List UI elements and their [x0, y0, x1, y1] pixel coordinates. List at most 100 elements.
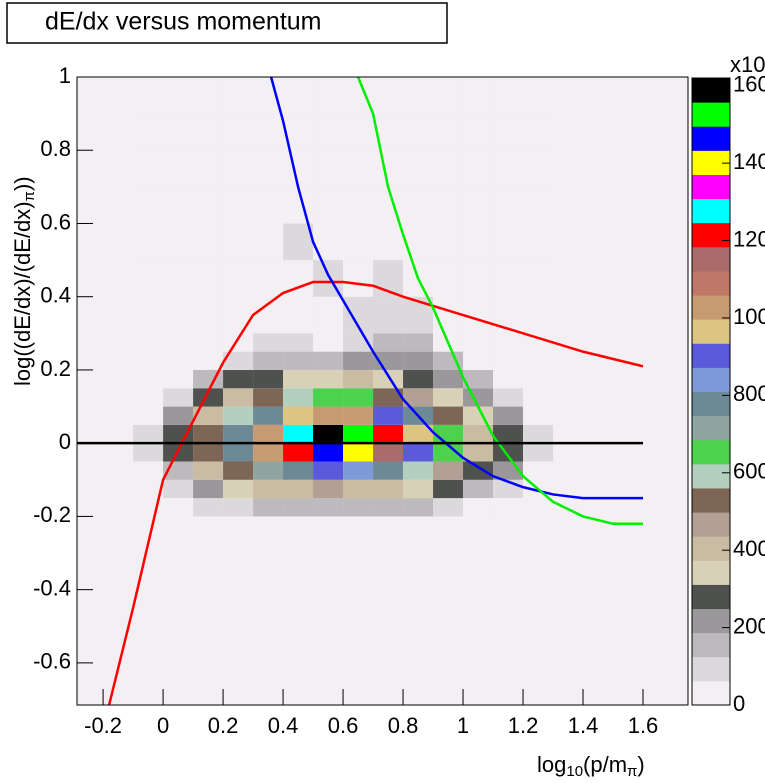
heat-cell — [493, 150, 524, 187]
y-tick-label: -0.2 — [33, 502, 71, 527]
heat-cell — [493, 113, 524, 151]
heat-cell — [193, 443, 224, 462]
y-tick-label: 0.8 — [40, 136, 71, 161]
x-tick-label: 0.6 — [328, 713, 359, 738]
heat-cell — [343, 388, 374, 407]
heat-cell — [463, 223, 494, 261]
color-bar-segment — [692, 560, 730, 585]
heat-cell — [373, 461, 404, 480]
plot-frame — [76, 76, 689, 706]
heat-cell — [133, 388, 164, 407]
heat-cell — [253, 77, 284, 114]
heat-cell — [313, 406, 344, 425]
heat-cell — [433, 351, 464, 370]
heat-cell — [253, 461, 284, 480]
color-bar-segment — [692, 126, 730, 151]
heat-cell — [403, 223, 434, 261]
heat-cell — [163, 406, 194, 425]
heat-cell — [133, 443, 164, 462]
title-box — [6, 2, 448, 44]
heat-cell — [253, 186, 284, 224]
heat-cell — [343, 443, 374, 462]
heat-cell — [493, 351, 524, 370]
heat-cell — [343, 223, 374, 261]
heat-cell — [133, 406, 164, 425]
heat-cell — [313, 150, 344, 187]
heat-cell — [403, 443, 434, 462]
heat-cell — [403, 369, 434, 389]
heat-cell — [313, 77, 344, 114]
heat-cell — [253, 150, 284, 187]
heat-cell — [433, 369, 464, 389]
color-bar-frame — [691, 77, 731, 706]
heat-cell — [283, 77, 314, 114]
heat-cell — [433, 260, 464, 297]
heat-cell — [223, 223, 254, 261]
heat-cell — [253, 388, 284, 407]
heat-cell — [373, 406, 404, 425]
heat-cell — [133, 223, 164, 261]
y-tick-label: -0.6 — [33, 649, 71, 674]
heat-cell — [373, 479, 404, 499]
x-label-tail: ) — [637, 752, 644, 777]
heat-cell — [403, 333, 434, 352]
heat-cell — [223, 150, 254, 187]
heat-cell — [163, 369, 194, 389]
heat-cell — [343, 186, 374, 224]
heat-cell — [283, 461, 314, 480]
color-bar-segment — [692, 246, 730, 272]
color-bar-segment — [692, 608, 730, 634]
heat-cell — [163, 260, 194, 297]
y-tick-label: 1 — [59, 63, 71, 88]
heat-cell — [373, 77, 404, 114]
heat-cell — [163, 296, 194, 334]
heat-cell — [313, 333, 344, 352]
heat-cell — [403, 296, 434, 334]
heat-cell — [523, 443, 554, 462]
y-tick-label: 0 — [59, 429, 71, 454]
x-tick-label: 0.2 — [208, 713, 239, 738]
chart-title: dE/dx versus momentum — [45, 8, 322, 36]
heat-cell — [433, 406, 464, 425]
heat-cell — [463, 260, 494, 297]
heat-cell — [433, 388, 464, 407]
heat-cell — [523, 77, 554, 114]
heat-cell — [373, 388, 404, 407]
heat-cell — [163, 498, 194, 517]
heat-cell — [493, 443, 524, 462]
color-bar-segment — [692, 536, 730, 561]
heat-cell — [313, 388, 344, 407]
heat-cell — [373, 443, 404, 462]
heat-cell — [463, 113, 494, 151]
z-tick-label: 1000 — [733, 304, 765, 329]
heat-cell — [433, 186, 464, 224]
color-bar-segment — [692, 439, 730, 465]
heat-cell — [133, 369, 164, 389]
heat-cell — [253, 424, 284, 444]
heat-cell — [283, 369, 314, 389]
heat-cell — [463, 498, 494, 517]
heat-cell — [343, 260, 374, 297]
heat-cell — [193, 461, 224, 480]
heat-cell — [313, 443, 344, 462]
y-axis-label: log((dE/dx)/(dE/dx)π)) — [10, 176, 38, 386]
heat-cell — [313, 113, 344, 151]
heat-cell — [223, 186, 254, 224]
heat-cell — [133, 424, 164, 444]
heat-cell — [523, 150, 554, 187]
heat-cell — [433, 479, 464, 499]
heat-cell — [523, 424, 554, 444]
heat-cell — [223, 351, 254, 370]
color-bar-segment — [692, 367, 730, 392]
x-tick-label: 1.4 — [568, 713, 599, 738]
y-tick-label: 0.6 — [40, 209, 71, 234]
heat-cell — [223, 77, 254, 114]
color-bar-segment — [692, 680, 730, 706]
heat-cell — [163, 186, 194, 224]
heat-cell — [163, 333, 194, 352]
heat-cell — [223, 479, 254, 499]
heat-cell — [433, 443, 464, 462]
heat-cell — [283, 424, 314, 444]
z-tick-label: 400 — [733, 536, 765, 561]
heat-cell — [313, 296, 344, 334]
